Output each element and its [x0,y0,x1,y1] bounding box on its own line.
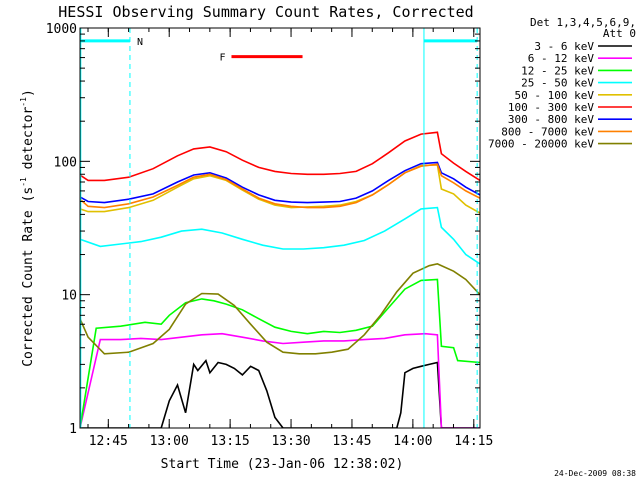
x-tick-label: 13:00 [150,434,189,449]
y-axis-label-end: ) [21,89,36,97]
series-line-2 [80,278,480,428]
x-tick-label: 12:45 [89,434,128,449]
legend-label-4: 50 - 100 keV [515,89,595,102]
legend-label-3: 25 - 50 keV [521,77,594,90]
legend-header-line1: Det 1,3,4,5,6,9, [530,16,636,29]
x-ticks: 12:45 13:00 13:15 13:30 13:45 14:00 14:15 [87,28,493,449]
legend-label-7: 800 - 7000 keV [501,125,594,138]
series-line-5 [80,131,480,182]
legend-header-line2: Att 0 [603,27,636,40]
chart-title: HESSI Observing Summary Count Rates, Cor… [58,3,473,21]
y-axis-label-mid: detector [21,107,36,178]
legend-label-8: 7000 - 20000 keV [488,138,594,151]
y-tick-label: 1 [69,422,77,437]
y-axis-label-exp1: -1 [19,177,28,187]
series-line-6 [80,161,480,204]
vertical-lines [80,28,478,428]
series-line-7 [80,163,480,209]
legend-label-6: 300 - 800 keV [508,113,594,126]
x-tick-label: 14:00 [393,434,432,449]
legend-label-5: 100 - 300 keV [508,101,594,114]
x-tick-label: 13:15 [211,434,250,449]
x-tick-label: 13:45 [332,434,371,449]
y-ticks: 1 10 100 1000 [46,22,480,437]
annotation-label-1: F [219,53,225,64]
x-tick-label: 14:15 [454,434,493,449]
y-axis-label-main: Corrected Count Rate (s [21,187,36,367]
legend-label-0: 3 - 6 keV [534,40,594,53]
annotations: NF [80,37,478,64]
x-axis-label: Start Time (23-Jan-06 12:38:02) [161,457,404,472]
x-tick-label: 13:30 [271,434,310,449]
y-tick-label: 10 [61,289,77,304]
y-axis-label-exp2: -1 [19,97,28,107]
series-layer [80,131,480,428]
legend-label-2: 12 - 25 keV [521,64,594,77]
y-axis-label: Corrected Count Rate (s-1 detector-1) [19,89,36,367]
series-line-0 [80,358,480,428]
y-tick-label: 1000 [46,22,77,37]
y-tick-label: 100 [54,155,77,170]
series-line-8 [80,263,480,355]
series-line-3 [80,206,480,265]
annotation-label-0: N [137,37,143,48]
footer-date: 24-Dec-2009 08:38 [554,469,636,478]
legend-label-1: 6 - 12 keV [528,52,595,65]
plot-frame [79,27,481,429]
series-line-1 [80,332,480,428]
